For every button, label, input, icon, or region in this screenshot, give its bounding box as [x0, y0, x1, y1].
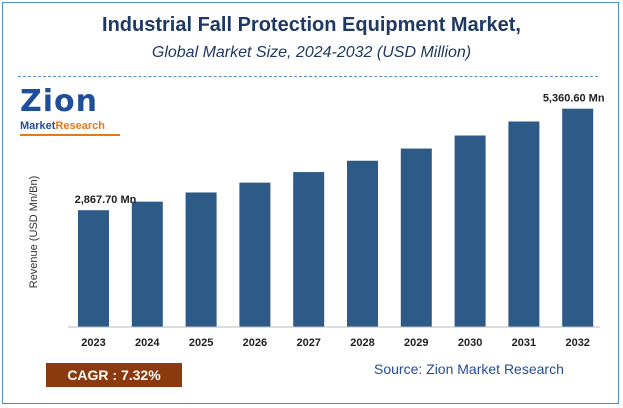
- bar-2032: [562, 108, 594, 327]
- title-divider: [18, 76, 598, 77]
- logo-sub-right: Research: [55, 120, 106, 132]
- bar-2024: [131, 201, 163, 327]
- bar-2029: [400, 148, 432, 327]
- x-tick-2027: 2027: [296, 337, 320, 349]
- chart-subtitle: Global Market Size, 2024-2032 (USD Milli…: [151, 44, 472, 61]
- zion-logo: Zion MarketResearch: [18, 84, 122, 136]
- bars-group: [78, 108, 594, 327]
- x-tick-2032: 2032: [565, 337, 589, 349]
- x-tick-labels: 2023 2024 2025 2026 2027 2028 2029 2030 2031 2032: [81, 337, 590, 349]
- bar-2031: [508, 121, 540, 327]
- x-tick-2031: 2031: [512, 337, 536, 349]
- logo-underline: [20, 134, 120, 136]
- bar-2027: [293, 172, 325, 327]
- bar-2030: [454, 135, 486, 327]
- source-note: Source: Zion Market Research: [374, 361, 564, 377]
- data-label-2023: 2,867.70 Mn: [75, 194, 137, 206]
- logo-subtitle: MarketResearch: [20, 120, 105, 132]
- bar-2026: [239, 182, 271, 327]
- x-tick-2028: 2028: [350, 337, 374, 349]
- x-tick-2024: 2024: [135, 337, 160, 349]
- chart-title: Industrial Fall Protection Equipment Mar…: [102, 14, 521, 36]
- bar-2025: [185, 192, 217, 327]
- data-labels: 2,867.70 Mn 5,360.60 Mn: [75, 93, 605, 207]
- x-tick-2025: 2025: [189, 337, 213, 349]
- x-tick-2029: 2029: [404, 337, 428, 349]
- x-tick-2023: 2023: [81, 337, 105, 349]
- data-label-2032: 5,360.60 Mn: [543, 93, 605, 105]
- cagr-badge: CAGR : 7.32%: [46, 363, 182, 387]
- bar-2023: [78, 210, 109, 327]
- bar-2028: [347, 160, 378, 327]
- x-tick-2030: 2030: [458, 337, 482, 349]
- logo-sub-left: Market: [20, 120, 56, 132]
- logo-word: Zion: [20, 84, 99, 119]
- x-tick-2026: 2026: [243, 337, 267, 349]
